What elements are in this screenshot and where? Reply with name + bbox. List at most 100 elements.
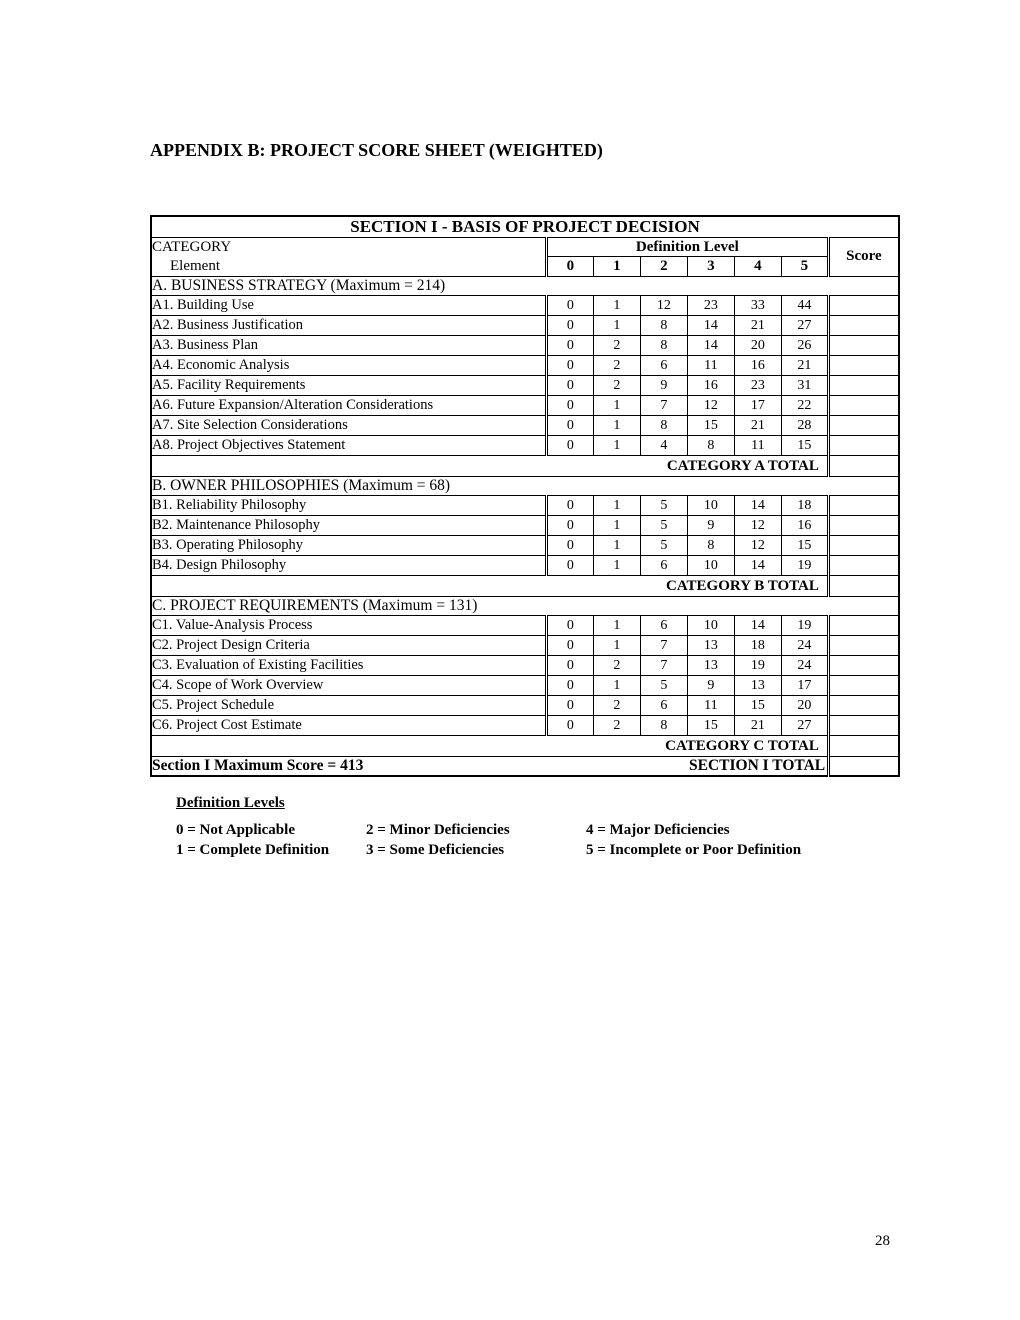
value-cell: 16 — [781, 515, 828, 535]
category-total-row: CATEGORY C TOTAL — [151, 735, 899, 756]
value-cell: 8 — [640, 715, 687, 735]
legend-item: 0 = Not Applicable — [176, 820, 366, 840]
value-cell: 0 — [546, 615, 593, 635]
value-cell: 4 — [640, 435, 687, 455]
value-cell: 1 — [593, 555, 640, 575]
element-label: A8. Project Objectives Statement — [151, 435, 546, 455]
element-label: A4. Economic Analysis — [151, 355, 546, 375]
element-label: C1. Value-Analysis Process — [151, 615, 546, 635]
section-total-box[interactable] — [828, 756, 899, 776]
category-total-box[interactable] — [828, 735, 899, 756]
score-cell[interactable] — [828, 315, 899, 335]
element-label: B3. Operating Philosophy — [151, 535, 546, 555]
score-cell[interactable] — [828, 395, 899, 415]
value-cell: 7 — [640, 635, 687, 655]
value-cell: 28 — [781, 415, 828, 435]
element-label: A2. Business Justification — [151, 315, 546, 335]
value-cell: 0 — [546, 635, 593, 655]
category-total-box[interactable] — [828, 575, 899, 596]
value-cell: 8 — [640, 415, 687, 435]
value-cell: 14 — [734, 555, 781, 575]
value-cell: 26 — [781, 335, 828, 355]
element-label: B2. Maintenance Philosophy — [151, 515, 546, 535]
score-cell[interactable] — [828, 635, 899, 655]
score-cell[interactable] — [828, 295, 899, 315]
value-cell: 0 — [546, 675, 593, 695]
table-row: B4. Design Philosophy016101419 — [151, 555, 899, 575]
score-header: Score — [828, 238, 899, 277]
score-cell[interactable] — [828, 555, 899, 575]
score-cell[interactable] — [828, 495, 899, 515]
element-label: B1. Reliability Philosophy — [151, 495, 546, 515]
value-cell: 6 — [640, 355, 687, 375]
category-total-box[interactable] — [828, 455, 899, 476]
value-cell: 0 — [546, 295, 593, 315]
score-cell[interactable] — [828, 435, 899, 455]
score-cell[interactable] — [828, 715, 899, 735]
section-total-label: SECTION I TOTAL — [687, 756, 828, 776]
value-cell: 9 — [687, 675, 734, 695]
element-label: A1. Building Use — [151, 295, 546, 315]
group-header-row: B. OWNER PHILOSOPHIES (Maximum = 68) — [151, 476, 899, 495]
score-cell[interactable] — [828, 615, 899, 635]
value-cell: 0 — [546, 535, 593, 555]
score-cell[interactable] — [828, 375, 899, 395]
group-header-row: C. PROJECT REQUIREMENTS (Maximum = 131) — [151, 596, 899, 615]
element-label: A5. Facility Requirements — [151, 375, 546, 395]
value-cell: 33 — [734, 295, 781, 315]
value-cell: 5 — [640, 495, 687, 515]
category-total-label: CATEGORY A TOTAL — [151, 455, 828, 476]
score-cell[interactable] — [828, 675, 899, 695]
appendix-title: APPENDIX B: PROJECT SCORE SHEET (WEIGHTE… — [150, 140, 900, 161]
value-cell: 0 — [546, 655, 593, 675]
category-total-row: CATEGORY B TOTAL — [151, 575, 899, 596]
value-cell: 0 — [546, 435, 593, 455]
level-2: 2 — [640, 257, 687, 276]
value-cell: 8 — [640, 315, 687, 335]
value-cell: 13 — [687, 655, 734, 675]
table-row: C5. Project Schedule026111520 — [151, 695, 899, 715]
value-cell: 1 — [593, 675, 640, 695]
value-cell: 1 — [593, 515, 640, 535]
value-cell: 24 — [781, 655, 828, 675]
value-cell: 19 — [781, 615, 828, 635]
value-cell: 0 — [546, 495, 593, 515]
legend-grid: 0 = Not Applicable 2 = Minor Deficiencie… — [176, 820, 900, 861]
table-row: C4. Scope of Work Overview01591317 — [151, 675, 899, 695]
value-cell: 14 — [734, 615, 781, 635]
value-cell: 6 — [640, 555, 687, 575]
score-cell[interactable] — [828, 535, 899, 555]
value-cell: 15 — [687, 415, 734, 435]
value-cell: 20 — [734, 335, 781, 355]
page-number: 28 — [875, 1233, 890, 1250]
table-row: A3. Business Plan028142026 — [151, 335, 899, 355]
value-cell: 24 — [781, 635, 828, 655]
page: APPENDIX B: PROJECT SCORE SHEET (WEIGHTE… — [0, 0, 1020, 1320]
value-cell: 5 — [640, 675, 687, 695]
value-cell: 27 — [781, 715, 828, 735]
value-cell: 2 — [593, 715, 640, 735]
value-cell: 10 — [687, 555, 734, 575]
value-cell: 16 — [687, 375, 734, 395]
score-cell[interactable] — [828, 355, 899, 375]
value-cell: 1 — [593, 635, 640, 655]
value-cell: 13 — [687, 635, 734, 655]
value-cell: 1 — [593, 315, 640, 335]
value-cell: 19 — [734, 655, 781, 675]
score-cell[interactable] — [828, 335, 899, 355]
table-row: A7. Site Selection Considerations0181521… — [151, 415, 899, 435]
value-cell: 7 — [640, 395, 687, 415]
score-cell[interactable] — [828, 655, 899, 675]
category-header: CATEGORY Element — [151, 238, 546, 277]
score-cell[interactable] — [828, 415, 899, 435]
element-label: Element — [152, 258, 220, 274]
value-cell: 27 — [781, 315, 828, 335]
score-table: SECTION I - BASIS OF PROJECT DECISION CA… — [150, 215, 900, 777]
value-cell: 2 — [593, 375, 640, 395]
value-cell: 5 — [640, 515, 687, 535]
value-cell: 14 — [687, 315, 734, 335]
value-cell: 1 — [593, 415, 640, 435]
score-cell[interactable] — [828, 695, 899, 715]
level-5: 5 — [781, 257, 828, 276]
score-cell[interactable] — [828, 515, 899, 535]
